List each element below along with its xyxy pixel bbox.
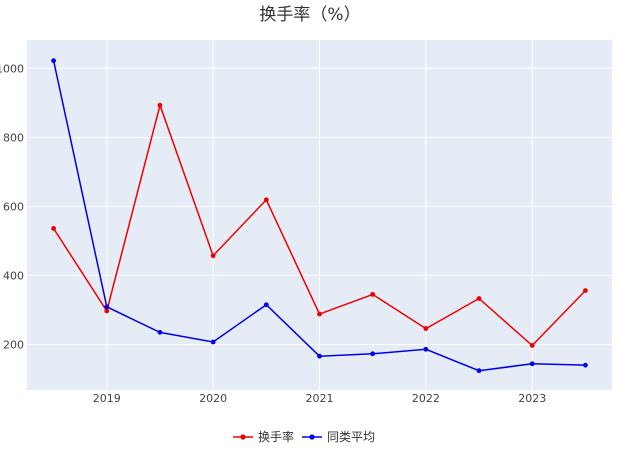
tick-labels: 200 400 600 800 1000 2019 2020 2021 2022 2023	[0, 62, 546, 405]
legend-item-2: 同类平均	[327, 430, 375, 444]
chart-title: 换手率（%）	[259, 5, 360, 25]
data-point	[263, 302, 269, 308]
data-point	[529, 361, 535, 367]
data-point	[263, 197, 269, 203]
data-point	[583, 288, 588, 293]
y-tick-label: 800	[3, 131, 24, 144]
x-tick-label: 2020	[199, 392, 227, 405]
legend: 换手率 同类平均	[233, 429, 375, 444]
y-tick-label: 600	[3, 200, 24, 213]
series-layer	[51, 58, 588, 374]
data-point	[317, 353, 322, 359]
data-point	[157, 329, 163, 335]
x-tick-label: 2023	[518, 392, 546, 405]
data-point	[370, 291, 376, 297]
data-point	[529, 343, 535, 348]
y-tick-label: 1000	[0, 62, 24, 75]
x-tick-label: 2019	[93, 392, 121, 405]
grid-lines	[27, 40, 612, 390]
y-tick-label: 200	[3, 338, 24, 351]
data-point	[51, 58, 56, 64]
data-point	[104, 308, 110, 314]
x-tick-label: 2022	[412, 392, 440, 405]
x-tick-label: 2021	[306, 392, 334, 405]
data-point	[104, 304, 110, 310]
data-point	[317, 311, 322, 317]
data-point	[210, 339, 216, 345]
y-tick-label: 400	[3, 269, 24, 282]
data-point	[583, 362, 588, 368]
data-point	[210, 253, 216, 259]
legend-swatch-marker	[240, 434, 246, 440]
data-point	[476, 296, 482, 301]
data-point	[370, 351, 376, 357]
data-point	[423, 326, 429, 331]
data-point	[476, 368, 482, 374]
legend-swatch-marker	[309, 434, 315, 440]
data-point	[157, 102, 163, 108]
legend-item-1: 换手率	[258, 429, 294, 444]
data-point	[423, 346, 429, 352]
data-point	[51, 226, 56, 231]
